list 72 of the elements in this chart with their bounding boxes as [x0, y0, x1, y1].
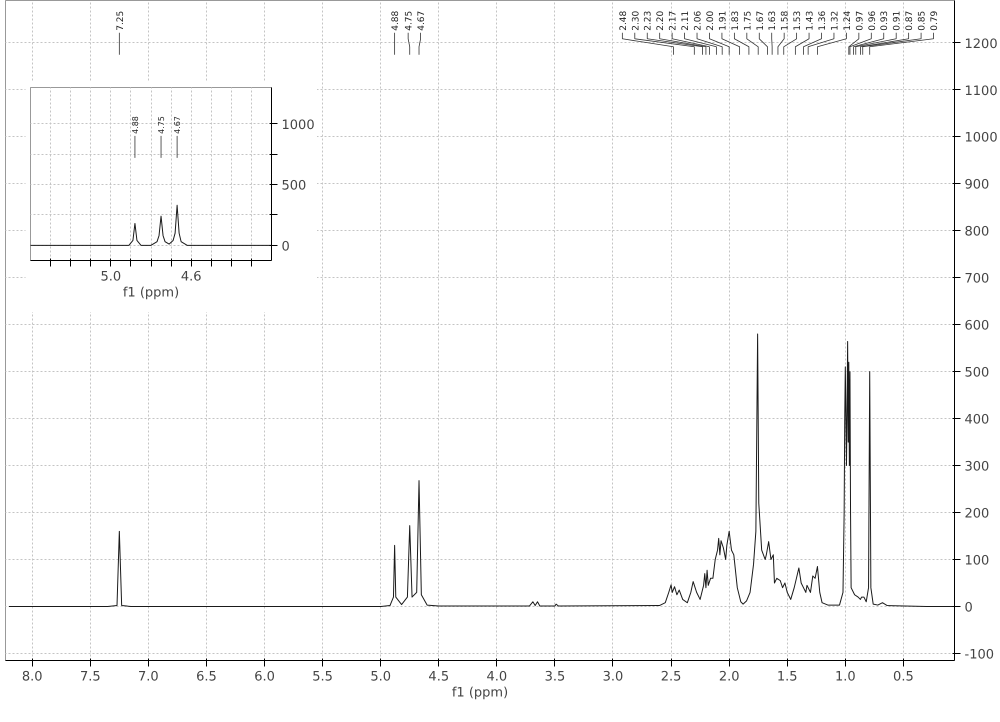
annotation: 0.97: [855, 10, 866, 31]
x-tick-label: 4.0: [486, 670, 508, 684]
annotation: 1.91: [718, 10, 728, 31]
annotation: 2.48: [618, 10, 629, 31]
x-tick-label: 2.0: [718, 670, 740, 684]
annotation: 2.06: [694, 10, 704, 31]
annotation: 4.75: [157, 116, 166, 134]
y-tick-label: 500: [282, 178, 306, 194]
y-tick-label: 1100: [964, 84, 998, 99]
annotation: 1.43: [806, 10, 816, 31]
annotation: 2.20: [656, 10, 666, 31]
x-tick-label: 1.0: [834, 670, 856, 684]
x-tick-label: 6.5: [196, 670, 217, 684]
annotation: 2.23: [644, 10, 654, 31]
annotation: 1.32: [830, 10, 840, 31]
x-tick-label: 3.0: [602, 670, 624, 684]
annotation: 4.67: [173, 116, 182, 134]
x-tick-label: 1.5: [776, 670, 798, 684]
x-axis-title: f1 (ppm): [452, 686, 508, 700]
annotation: 7.25: [116, 10, 126, 31]
line-series: [8, 334, 954, 607]
y-tick-label: 800: [964, 224, 990, 240]
x-tick-label: 8.0: [22, 670, 43, 684]
annotation: 1.75: [743, 10, 754, 31]
annotation: 2.00: [706, 10, 716, 31]
y-tick-label: 1200: [964, 36, 998, 52]
x-tick-label: 7.0: [138, 670, 159, 684]
x-tick-label: 0.5: [893, 670, 914, 684]
x-tick-label: 5.0: [100, 270, 122, 284]
x-tick-label: 2.5: [660, 670, 682, 684]
annotation: 2.17: [668, 10, 679, 31]
annotation: 4.75: [404, 10, 415, 31]
annotation: 1.36: [818, 10, 828, 31]
line-series: [30, 204, 272, 246]
annotation: 1.63: [768, 10, 778, 31]
y-tick-label: 100: [964, 554, 990, 569]
y-tick-label: 600: [964, 318, 990, 334]
annotation: 1.58: [780, 10, 791, 31]
annotation: 1.53: [793, 10, 804, 31]
y-tick-label: 400: [964, 412, 990, 428]
x-tick-label: 4.6: [180, 270, 202, 284]
x-tick-label: 5.0: [370, 670, 392, 684]
x-axis-title: f1 (ppm): [122, 286, 180, 300]
annotation: 0.93: [880, 10, 890, 31]
x-tick-label: 4.5: [428, 670, 450, 684]
y-tick-label: 500: [964, 366, 990, 381]
annotation: 0.96: [868, 10, 878, 31]
annotation: 4.88: [130, 116, 140, 134]
annotation: 0.85: [918, 10, 928, 31]
annotation: 1.67: [756, 10, 766, 31]
y-tick-label: 0: [282, 239, 290, 254]
annotation: 0.87: [905, 10, 916, 31]
y-tick-label: 900: [964, 178, 990, 193]
annotation: 4.67: [417, 10, 428, 31]
annotation: 1.83: [730, 10, 741, 31]
x-tick-label: 7.5: [80, 670, 101, 684]
y-tick-label: 1000: [282, 118, 315, 133]
annotation: 2.30: [631, 10, 642, 31]
annotation: 0.91: [892, 10, 903, 31]
annotation: 0.79: [930, 10, 940, 31]
y-tick-label: 0: [964, 600, 973, 616]
annotation: 2.11: [681, 10, 692, 31]
y-tick-label: 1000: [964, 130, 998, 146]
y-tick-label: 300: [964, 460, 990, 475]
x-tick-label: 5.5: [312, 670, 333, 684]
y-tick-label: 700: [964, 272, 990, 287]
annotation: 1.24: [842, 10, 853, 31]
y-tick-label: -100: [964, 647, 994, 662]
x-tick-label: 3.5: [544, 670, 566, 684]
annotation: 4.88: [391, 10, 402, 31]
y-tick-label: 200: [964, 506, 990, 522]
x-tick-label: 6.0: [254, 670, 275, 684]
